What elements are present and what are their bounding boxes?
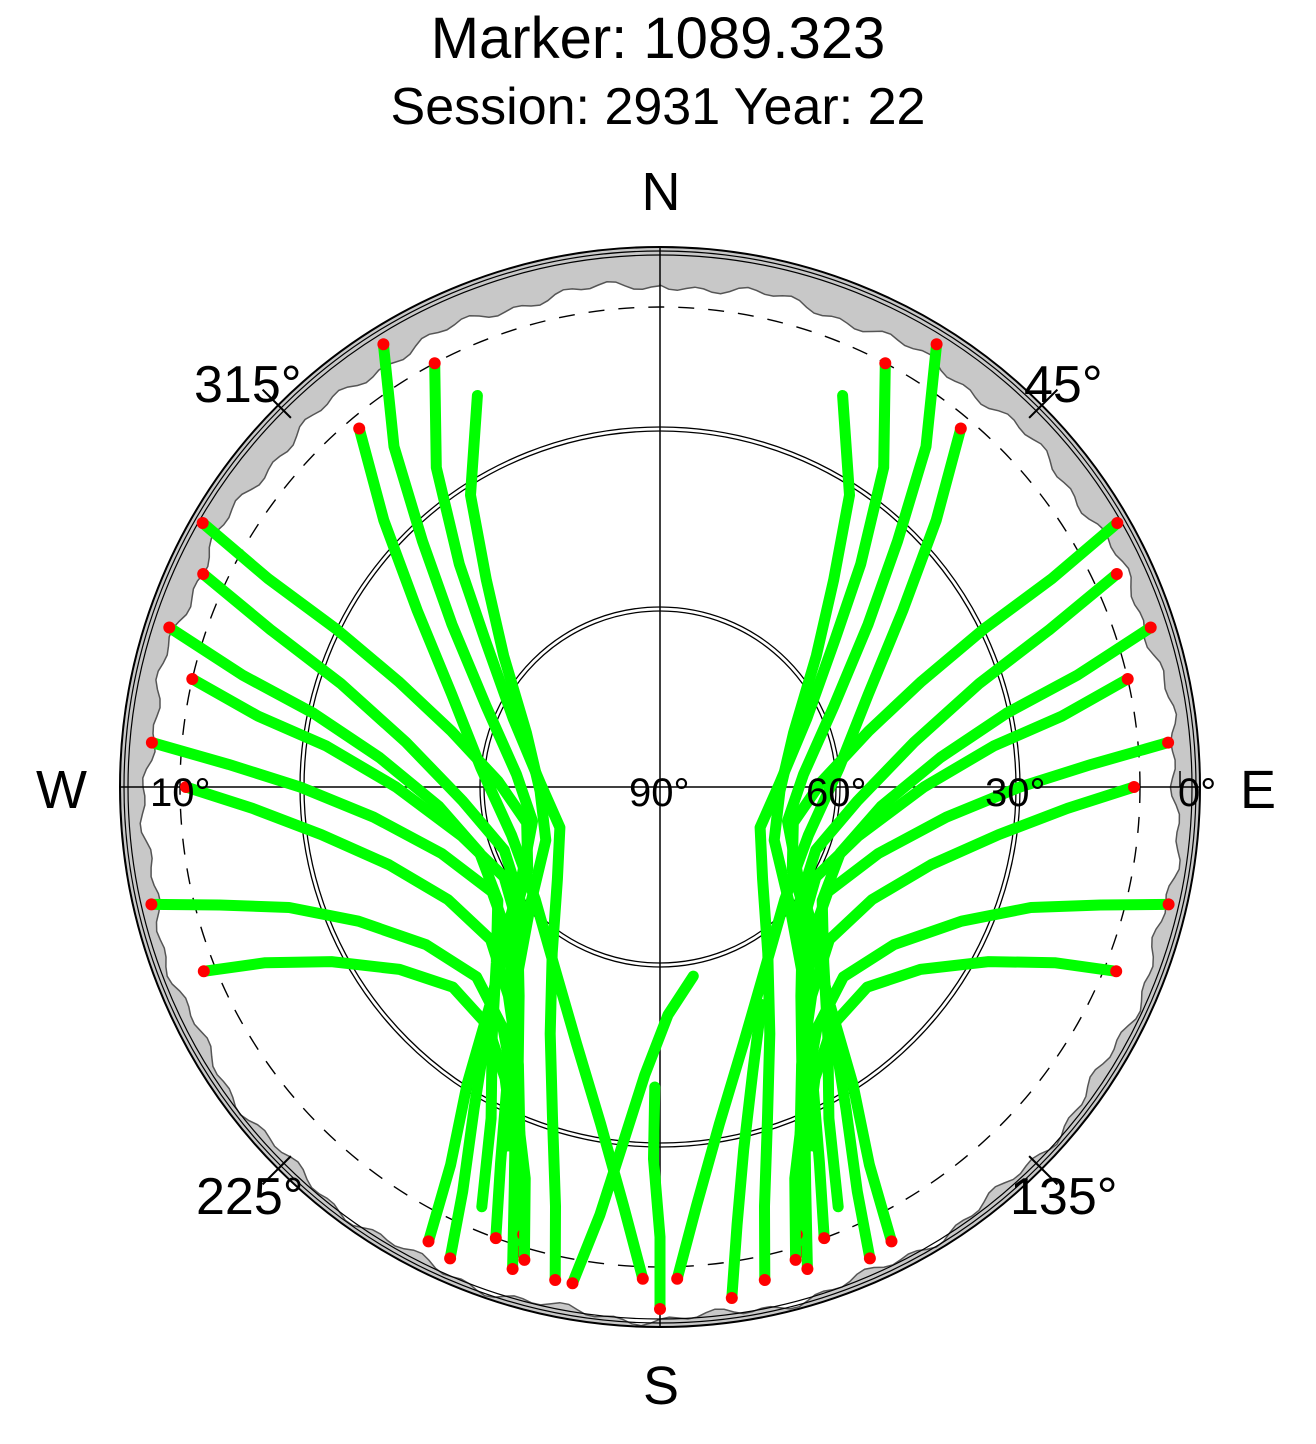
track-endpoint [1128,781,1140,793]
track-endpoint [197,568,210,580]
track-endpoint [549,1274,562,1286]
track-endpoint [444,1252,457,1265]
chart-title: Marker: 1089.323 [430,6,886,71]
track-endpoint [1162,898,1175,911]
track-endpoint [180,781,192,793]
azimuth-tick-315 [261,388,292,419]
satellite-track [726,999,767,1304]
track-endpoint [725,1292,738,1304]
track-endpoint [196,517,209,529]
azimuth-tick-135 [1028,1155,1059,1186]
satellite-track [377,338,538,1264]
satellite-track [754,357,891,1286]
track-endpoint [863,1252,876,1265]
east-label: E [1240,760,1276,820]
azimuth-label-45: 45° [1024,356,1103,414]
track-endpoint [636,1272,649,1285]
satellite-track [197,517,534,1247]
track-endpoint [1110,568,1123,580]
satellite-tracks [145,338,1175,1315]
satellite-track [671,423,967,1285]
track-endpoint [197,965,210,978]
track-endpoint [506,1263,519,1275]
satellite-track [786,517,1123,1247]
track-endpoint [1162,736,1175,749]
track-endpoint [518,1253,531,1266]
azimuth-tick-45 [1028,388,1059,419]
south-label: S [643,1356,679,1416]
elevation-label-10: 10° [150,771,211,815]
track-endpoint [885,1235,898,1248]
track-endpoint [818,1232,831,1245]
azimuth-tick-225 [261,1155,292,1186]
track-endpoint [353,422,366,435]
azimuth-label-225: 225° [196,1168,304,1226]
track-endpoint [954,422,967,435]
satellite-track [198,956,520,1155]
satellite-track [429,357,566,1286]
track-endpoint [377,338,390,351]
track-endpoint [186,673,199,685]
track-endpoint [428,357,441,370]
track-endpoint [930,338,943,351]
track-endpoint [654,1303,666,1315]
track-endpoint [1144,621,1157,634]
track-endpoint [758,1274,771,1286]
azimuth-label-135: 135° [1010,1168,1118,1226]
track-endpoint [489,1232,502,1245]
track-endpoint [145,898,158,911]
satellite-track [648,1081,666,1315]
track-endpoint [879,357,892,370]
track-endpoint [422,1235,435,1248]
track-endpoint [566,1277,579,1290]
azimuth-label-315: 315° [194,356,302,414]
track-endpoint [789,1253,802,1266]
track-endpoint [1121,673,1134,685]
elevation-label-30: 30° [985,771,1046,815]
elevation-label-0: 0° [1178,771,1216,815]
chart-subtitle: Session: 2931 Year: 22 [390,78,926,136]
satellite-track [353,423,649,1285]
track-endpoint [163,621,176,634]
satellite-track [789,898,1175,1266]
satellite-track [782,338,943,1264]
track-endpoint [145,736,158,749]
elevation-label-90: 90° [629,771,690,815]
satellite-track [567,970,699,1289]
track-endpoint [1111,517,1124,529]
satellite-track [800,956,1122,1155]
track-endpoint [671,1272,684,1285]
satellite-track [145,898,531,1266]
axis-labels: N S E W 45° 135° 225° 315° 0° 30° 60° 90… [36,162,1276,1416]
track-endpoint [1110,965,1123,978]
elevation-label-60: 60° [806,771,867,815]
north-label: N [642,162,681,222]
west-label: W [36,760,87,820]
track-endpoint [801,1263,814,1275]
